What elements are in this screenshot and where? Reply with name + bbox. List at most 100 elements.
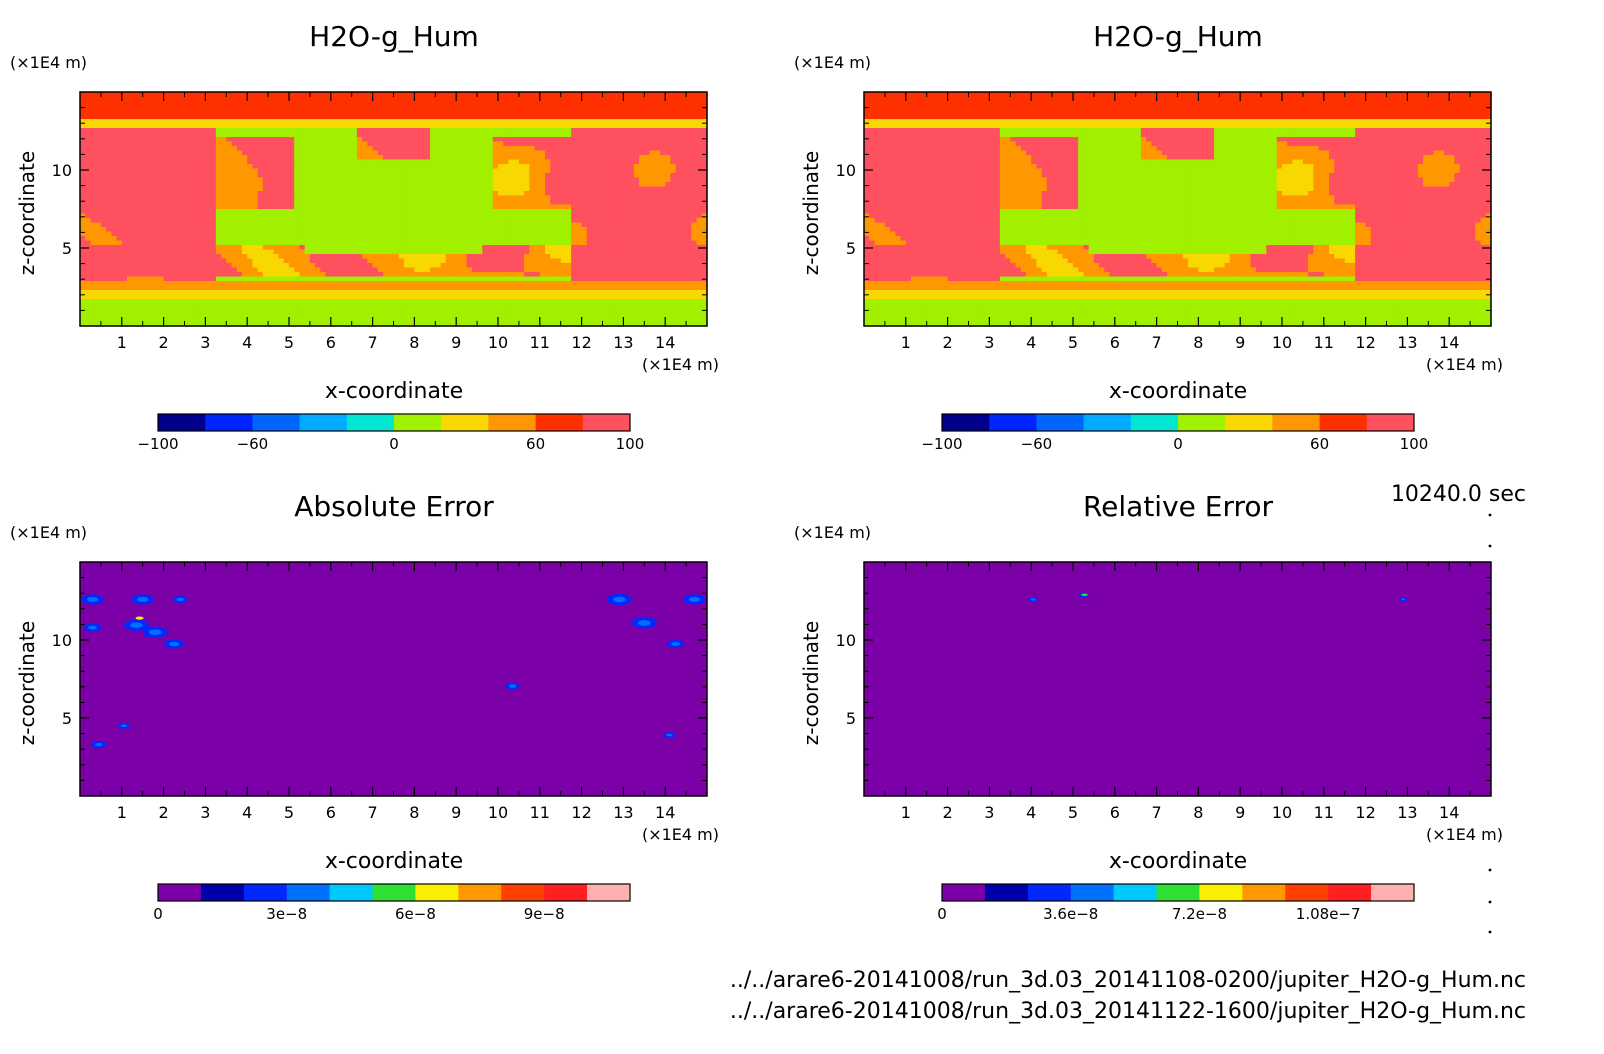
error-blob-core (671, 641, 681, 646)
colorbar-frame (941, 883, 1415, 902)
margin-dot (1488, 868, 1492, 872)
colorbar-swatch (544, 884, 588, 901)
colorbar-swatch (329, 884, 374, 901)
x-axis-label: x-coordinate (1109, 379, 1247, 404)
margin-dot (1488, 513, 1492, 517)
error-blob-core (508, 684, 517, 688)
x-tick-label: 10 (1272, 803, 1292, 822)
y-tick-label: 5 (62, 709, 72, 728)
colorbar-swatch (458, 884, 502, 901)
x-tick-label: 4 (242, 803, 252, 822)
error-blob-core (1030, 598, 1036, 601)
colorbar-swatch (1130, 414, 1179, 431)
colorbar-swatch (346, 414, 395, 431)
x-tick-label: 13 (613, 333, 633, 352)
colorbar-tick-label: −100 (137, 435, 178, 453)
x-tick-label: 5 (1068, 333, 1078, 352)
x-axis-label: x-coordinate (1109, 849, 1247, 874)
heatmap-field (80, 562, 707, 796)
colorbar-swatch (488, 414, 537, 431)
x-tick-label: 7 (1152, 803, 1162, 822)
colorbar-swatch (158, 414, 206, 431)
colorbar-swatch (243, 884, 288, 901)
error-blob-core (1401, 598, 1406, 601)
x-tick-label: 10 (488, 333, 508, 352)
colorbar-frame (941, 413, 1415, 432)
x-tick-label: 8 (1193, 803, 1203, 822)
colorbar-swatch (372, 884, 416, 901)
x-tick-label: 5 (284, 803, 294, 822)
x-tick-label: 14 (1439, 333, 1459, 352)
x-tick-label: 13 (613, 803, 633, 822)
y-tick-label: 5 (846, 709, 856, 728)
error-blob-core (612, 596, 626, 603)
colorbar-swatch (587, 884, 631, 901)
error-blob-core (120, 724, 128, 728)
colorbar-swatch (942, 884, 986, 901)
margin-dot (1488, 544, 1492, 548)
x-tick-label: 12 (1355, 333, 1375, 352)
colorbar-swatch (1366, 414, 1415, 431)
x-tick-label: 6 (326, 803, 336, 822)
error-blob-core (169, 641, 180, 647)
x-tick-label: 9 (451, 333, 461, 352)
colorbar: −100 −60 0 60 100 (137, 413, 645, 453)
x-tick-label: 4 (1026, 333, 1036, 352)
colorbar-swatch (415, 884, 459, 901)
x-tick-label: 10 (488, 803, 508, 822)
error-peak (1081, 593, 1088, 597)
x-axis-unit: (×1E4 m) (642, 825, 719, 844)
heatmap-field (864, 562, 1491, 796)
colorbar-swatch (582, 414, 631, 431)
x-tick-label: 1 (117, 803, 127, 822)
colorbar-tick-label: −60 (1021, 435, 1053, 453)
x-tick-label: 6 (1110, 333, 1120, 352)
error-blob-core (137, 596, 149, 602)
x-axis-unit: (×1E4 m) (1426, 355, 1503, 374)
chart-title: H2O-g_Hum (1093, 20, 1263, 53)
error-blob-core (176, 597, 185, 602)
x-tick-label: 4 (242, 333, 252, 352)
colorbar-tick-label: 0 (389, 435, 399, 453)
x-tick-label: 7 (1152, 333, 1162, 352)
x-tick-label: 3 (984, 803, 994, 822)
x-tick-label: 13 (1397, 333, 1417, 352)
colorbar-swatch (1242, 884, 1286, 901)
colorbar-tick-label: 9e−8 (524, 905, 565, 923)
colorbar-swatch (1272, 414, 1321, 431)
x-tick-label: 1 (901, 333, 911, 352)
colorbar-swatch (1225, 414, 1273, 431)
colorbar-swatch (158, 884, 202, 901)
x-axis-unit: (×1E4 m) (642, 355, 719, 374)
x-tick-label: 6 (326, 333, 336, 352)
x-axis-label: x-coordinate (325, 379, 463, 404)
colorbar-swatch (1199, 884, 1243, 901)
colorbar-tick-label: 100 (616, 435, 645, 453)
margin-dot (1488, 930, 1492, 934)
x-tick-label: 12 (1355, 803, 1375, 822)
colorbar-swatch (1027, 884, 1072, 901)
time-label: 10240.0 sec (1390, 482, 1526, 507)
colorbar-swatch (1328, 884, 1372, 901)
colorbar-swatch (252, 414, 301, 431)
x-tick-label: 1 (901, 803, 911, 822)
x-tick-label: 10 (1272, 333, 1292, 352)
x-tick-label: 2 (943, 333, 953, 352)
source-file-path-2: ../../arare6-20141008/run_3d.03_20141122… (729, 999, 1526, 1024)
colorbar-frame (157, 413, 631, 432)
y-axis-unit: (×1E4 m) (794, 523, 871, 542)
x-tick-label: 9 (451, 803, 461, 822)
y-tick-label: 10 (836, 631, 856, 650)
colorbar-tick-label: 0 (153, 905, 163, 923)
y-axis-label: z-coordinate (15, 621, 39, 745)
colorbar-tick-label: 0 (1173, 435, 1183, 453)
error-blob-core (638, 620, 651, 626)
colorbar-tick-label: 60 (1310, 435, 1329, 453)
y-axis-unit: (×1E4 m) (10, 53, 87, 72)
x-tick-label: 9 (1235, 333, 1245, 352)
x-tick-label: 12 (571, 803, 591, 822)
y-tick-label: 10 (52, 631, 72, 650)
heatmap-field (80, 92, 708, 327)
x-axis-label: x-coordinate (325, 849, 463, 874)
